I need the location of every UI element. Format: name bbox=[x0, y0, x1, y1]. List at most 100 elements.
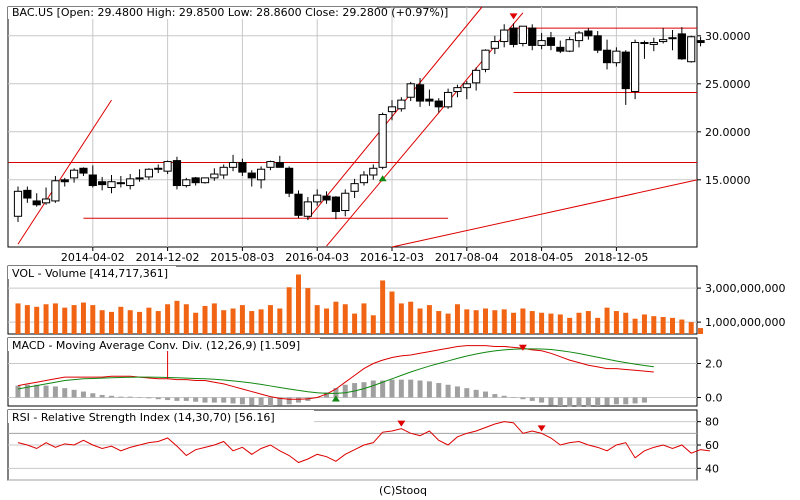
candle-body-up bbox=[659, 39, 668, 43]
candle bbox=[565, 36, 574, 53]
candle bbox=[640, 40, 649, 59]
candle bbox=[677, 27, 686, 60]
candle-body-down bbox=[509, 27, 518, 45]
candle-body-up bbox=[612, 50, 621, 64]
candle-body-down bbox=[116, 182, 125, 185]
candle-body-down bbox=[696, 40, 705, 44]
volume-bar bbox=[24, 305, 30, 334]
macd-histogram-bar bbox=[352, 383, 358, 398]
macd-histogram-bar bbox=[137, 397, 143, 398]
volume-bar bbox=[464, 309, 470, 334]
rsi-y-tick-label: 40 bbox=[705, 462, 719, 475]
price-x-tick-label: 2014-04-02 bbox=[61, 251, 125, 264]
macd-histogram-bar bbox=[286, 397, 292, 405]
rsi-lines bbox=[17, 421, 710, 464]
volume-bar bbox=[305, 288, 311, 334]
candle bbox=[378, 112, 387, 170]
candle-body-down bbox=[593, 35, 602, 51]
rsi-y-tick-label: 60 bbox=[705, 439, 719, 452]
macd-histogram-bar bbox=[296, 397, 301, 403]
macd-histogram-bar bbox=[641, 397, 647, 403]
macd-title-bg bbox=[8, 338, 320, 351]
volume-bar bbox=[417, 308, 423, 334]
volume-bar bbox=[557, 314, 563, 334]
rsi-sell-arrow bbox=[537, 425, 546, 432]
price-y-tick-label: 20.0000 bbox=[705, 126, 751, 139]
candle-body-down bbox=[154, 167, 163, 170]
candle-body-down bbox=[294, 193, 303, 216]
candle-body-down bbox=[677, 33, 686, 60]
macd-buy-arrow bbox=[331, 395, 340, 402]
candle bbox=[341, 189, 350, 217]
macd-histogram-bar bbox=[604, 397, 610, 406]
candle bbox=[144, 168, 154, 180]
candle-body-down bbox=[98, 181, 107, 186]
macd-histogram-bar bbox=[473, 389, 479, 398]
macd-histogram-bar bbox=[539, 397, 545, 403]
candle bbox=[257, 166, 266, 189]
candle bbox=[51, 175, 60, 203]
candle-body-up bbox=[453, 87, 462, 92]
candle bbox=[60, 177, 69, 187]
macd-histogram-bar bbox=[567, 397, 573, 407]
macd-y-tick-label: 0.0 bbox=[705, 392, 723, 405]
macd-histogram-bar bbox=[239, 397, 245, 405]
macd-histogram-bar bbox=[501, 395, 507, 398]
candle-body-up bbox=[537, 40, 546, 46]
volume-bar bbox=[660, 317, 666, 334]
volume-bar bbox=[165, 304, 171, 334]
candle bbox=[593, 31, 602, 54]
candle-body-down bbox=[79, 167, 88, 174]
candle bbox=[528, 24, 537, 51]
macd-histogram-bar bbox=[15, 385, 21, 398]
candle-body-up bbox=[200, 177, 210, 184]
candle bbox=[172, 156, 182, 190]
candle bbox=[238, 158, 247, 176]
volume-bar bbox=[483, 308, 488, 334]
candle-body-down bbox=[546, 37, 556, 46]
candle-body-up bbox=[444, 91, 453, 108]
candle-body-up bbox=[219, 166, 228, 176]
candle-body-down bbox=[331, 196, 340, 212]
candle-body-down bbox=[60, 179, 69, 183]
macd-histogram-bar bbox=[520, 397, 526, 400]
price-y-axis: 15.0000 20.0000 25.0000 30.0000 bbox=[697, 30, 751, 187]
macd-y-axis: 0.0 2.0 bbox=[697, 358, 723, 405]
macd-histogram-bar bbox=[277, 397, 283, 406]
candle-body-up bbox=[228, 162, 238, 168]
rsi-title-bg bbox=[8, 410, 314, 423]
candle-body-up bbox=[387, 106, 397, 113]
macd-lines bbox=[17, 345, 654, 400]
macd-panel: MACD - Moving Average Conv. Div. (12,26,… bbox=[7, 337, 723, 407]
candle-body-up bbox=[462, 83, 471, 89]
volume-bar bbox=[174, 300, 180, 334]
candle-body-down bbox=[602, 49, 612, 64]
candle bbox=[228, 154, 238, 172]
price-signals bbox=[378, 13, 518, 182]
candle-body-up bbox=[350, 183, 359, 192]
candle bbox=[481, 49, 490, 73]
candle-body-down bbox=[238, 162, 247, 173]
volume-bar bbox=[623, 312, 629, 334]
volume-bar bbox=[202, 305, 208, 334]
macd-histogram-bar bbox=[258, 397, 264, 406]
candle-body-up bbox=[51, 180, 60, 202]
price-grid bbox=[8, 7, 697, 247]
candle bbox=[294, 190, 303, 219]
rsi-y-tick-label: 80 bbox=[705, 416, 719, 429]
macd-histogram-bar bbox=[436, 383, 442, 398]
macd-histogram-bar bbox=[267, 397, 273, 406]
volume-bar bbox=[286, 287, 292, 334]
candle-body-down bbox=[285, 167, 294, 194]
candle-body-up bbox=[144, 168, 154, 178]
candle bbox=[32, 193, 41, 207]
candle-body-up bbox=[303, 201, 312, 217]
volume-bar bbox=[370, 315, 376, 334]
candle bbox=[210, 168, 219, 181]
candle-body-up bbox=[41, 198, 51, 204]
macd-histogram-bar bbox=[211, 397, 217, 403]
candle bbox=[397, 97, 406, 112]
macd-histogram-bar bbox=[445, 384, 451, 398]
volume-bar bbox=[221, 310, 227, 334]
volume-bar bbox=[183, 304, 189, 334]
